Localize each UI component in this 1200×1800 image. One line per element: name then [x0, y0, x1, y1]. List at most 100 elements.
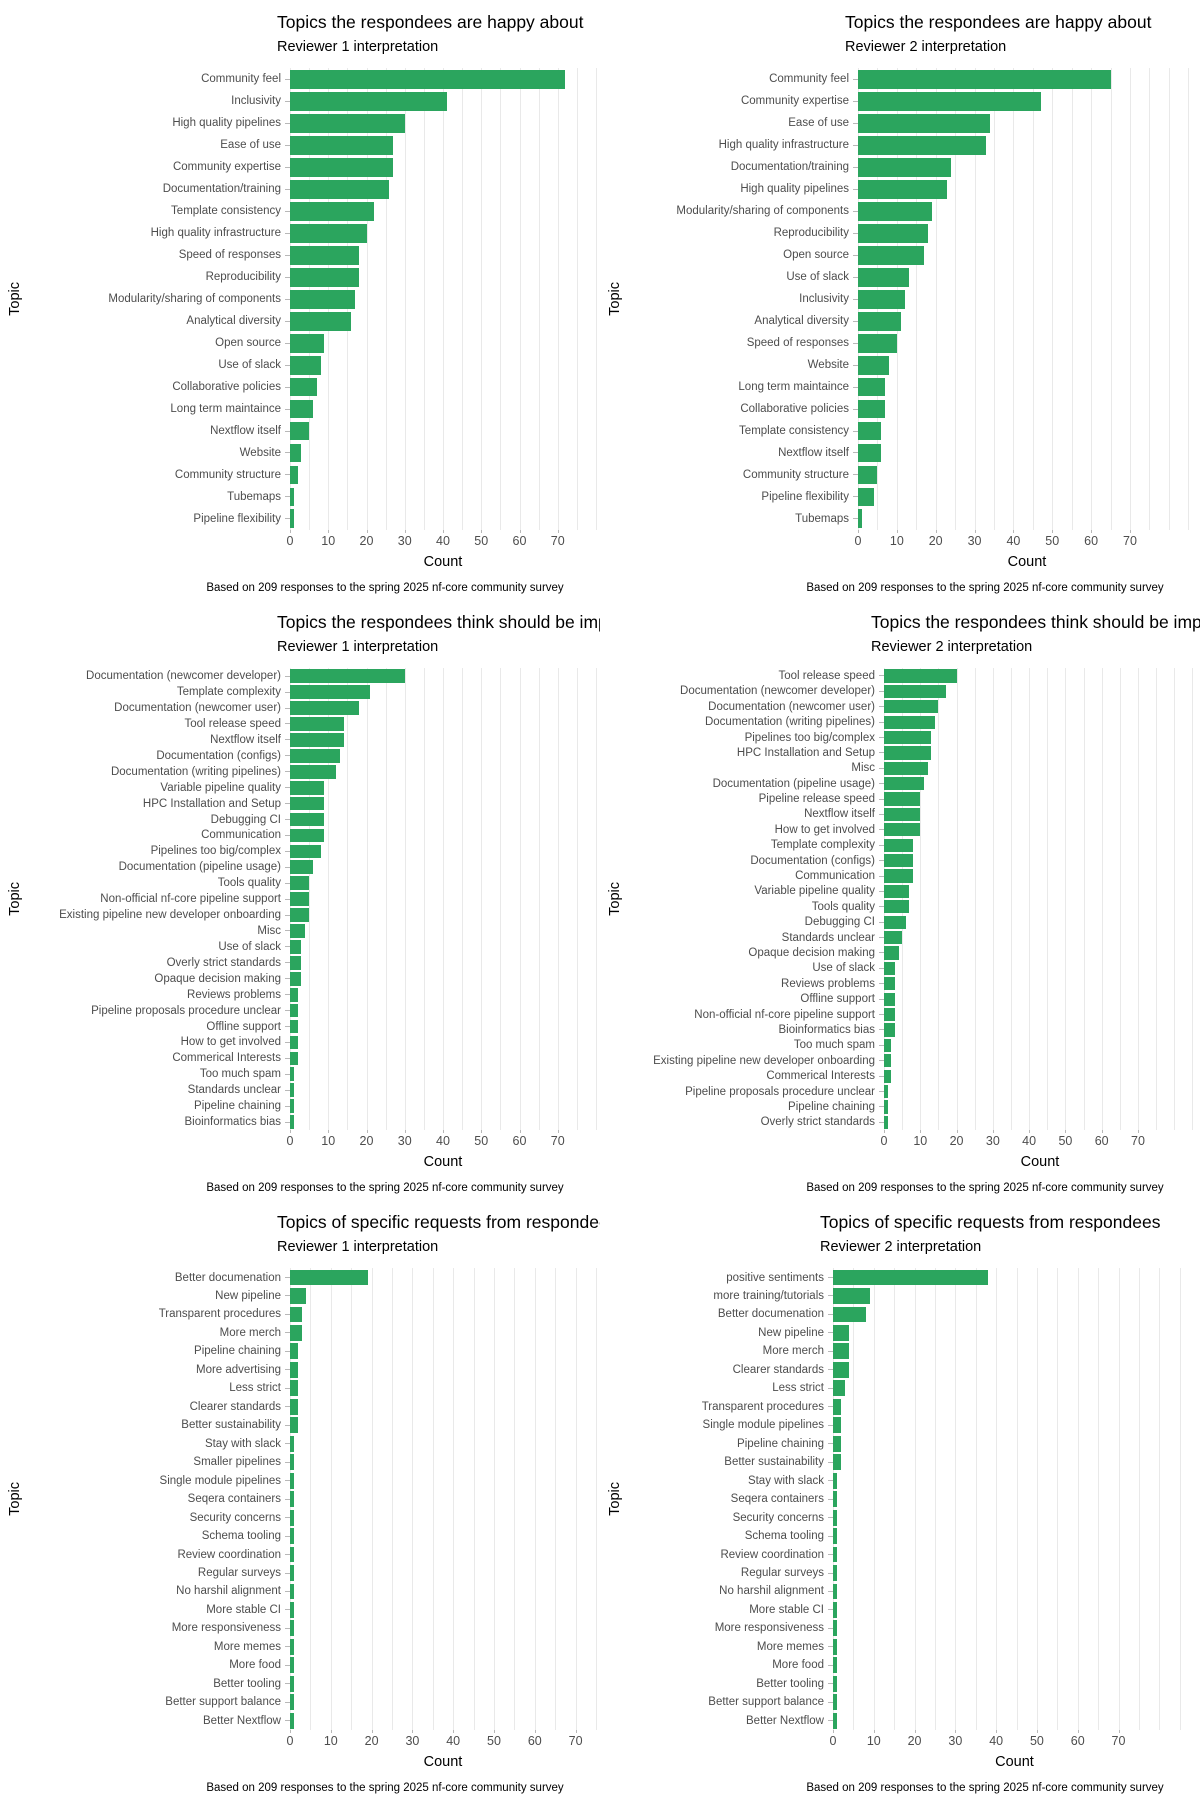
bar [858, 69, 1111, 89]
bar-row [290, 1638, 596, 1656]
gridline [916, 68, 918, 530]
category-row: Schema tooling [630, 1527, 833, 1545]
category-label: Existing pipeline new developer onboardi… [653, 1054, 875, 1067]
y-tick [285, 100, 290, 102]
category-row: Tools quality [630, 899, 884, 914]
gridline [453, 1268, 455, 1730]
bar [290, 844, 321, 859]
bar-row [290, 1582, 596, 1600]
category-label: Transparent procedures [158, 1308, 281, 1321]
category-label: High quality infrastructure [150, 227, 281, 240]
bar-row [290, 1361, 596, 1379]
category-row: Better sustainability [30, 1416, 290, 1434]
bar-row [884, 915, 1196, 930]
bar-row [833, 1508, 1196, 1526]
bar [290, 201, 375, 221]
bar-rows [858, 68, 1196, 530]
x-tick-label: 20 [928, 534, 943, 548]
x-tick [992, 1130, 994, 1133]
bar-row [290, 1693, 596, 1711]
x-tick [935, 530, 937, 533]
x-tick [896, 530, 898, 533]
bar-row [858, 486, 1196, 508]
bar [858, 421, 882, 441]
x-tick [1137, 1130, 1139, 1133]
category-row: Clearer standards [30, 1398, 290, 1416]
x-tick [481, 530, 483, 533]
gridline [500, 68, 502, 530]
category-label: Better documenation [717, 1308, 824, 1321]
category-label: Collaborative policies [740, 403, 849, 416]
bar-row [290, 971, 596, 987]
bar-row [290, 200, 596, 222]
bar-row [290, 987, 596, 1003]
y-tick [828, 1313, 833, 1315]
category-label: Nextflow itself [210, 733, 281, 746]
bar-row [290, 1564, 596, 1582]
bar-row [884, 945, 1196, 960]
bar [884, 1100, 888, 1114]
y-tick [853, 496, 858, 498]
category-label: Less strict [229, 1382, 281, 1395]
bar-row [290, 222, 596, 244]
y-tick [853, 364, 858, 366]
x-axis: 0 10 20 30 40 50 60 70 [600, 1130, 1200, 1148]
category-label: More advertising [195, 1363, 281, 1376]
x-tick-label: 20 [907, 1734, 922, 1748]
chart-title: Topics the respondees are happy about [845, 12, 1152, 32]
bar-row [858, 464, 1196, 486]
bar [833, 1269, 988, 1286]
x-tick-label: 60 [512, 1134, 527, 1148]
y-tick [285, 1572, 290, 1574]
gridline [423, 668, 425, 1130]
bar [290, 267, 359, 287]
bar-row [290, 748, 596, 764]
y-tick [828, 1683, 833, 1685]
bar-row [833, 1434, 1196, 1452]
y-tick [879, 967, 884, 969]
bar-row [833, 1490, 1196, 1508]
category-row: Community feel [630, 68, 858, 90]
category-row: HPC Installation and Setup [630, 745, 884, 760]
category-row: Documentation/training [630, 156, 858, 178]
bar-row [290, 1003, 596, 1019]
bar [858, 135, 987, 155]
y-tick [285, 1609, 290, 1611]
y-tick [879, 983, 884, 985]
y-tick [285, 408, 290, 410]
bar [290, 955, 302, 970]
gridline [1119, 668, 1121, 1130]
category-row: Opaque decision making [630, 945, 884, 960]
bar-row [884, 930, 1196, 945]
gridline [993, 68, 995, 530]
category-label: More stable CI [749, 1603, 824, 1616]
category-row: Reviews problems [630, 976, 884, 991]
y-tick [828, 1277, 833, 1278]
bar [884, 807, 921, 822]
category-label: Pipelines too big/complex [744, 731, 875, 744]
y-tick [285, 1277, 290, 1278]
y-tick [285, 1295, 290, 1297]
x-tick-label: 50 [474, 534, 489, 548]
category-row: Debugging CI [30, 812, 290, 828]
category-label: Stay with slack [204, 1437, 281, 1450]
bar-row [858, 420, 1196, 442]
bar [884, 1054, 892, 1068]
y-tick [285, 1461, 290, 1463]
category-label: More responsiveness [171, 1622, 281, 1635]
bar [884, 684, 946, 698]
bar-row [884, 1115, 1196, 1130]
category-row: Tool release speed [30, 716, 290, 732]
bar-row [833, 1398, 1196, 1416]
x-tick-label: 10 [889, 534, 904, 548]
bar-row [290, 464, 596, 486]
gridline [1077, 1268, 1079, 1730]
x-tick [534, 1730, 536, 1733]
category-label: Ease of use [788, 117, 849, 130]
bar-row [884, 961, 1196, 976]
chart-happy-reviewer2: Topics the respondees are happy about Re… [600, 0, 1200, 600]
category-row: More merch [30, 1324, 290, 1342]
category-row: Community structure [630, 464, 858, 486]
gridline [1016, 1268, 1018, 1730]
bar-row [884, 976, 1196, 991]
